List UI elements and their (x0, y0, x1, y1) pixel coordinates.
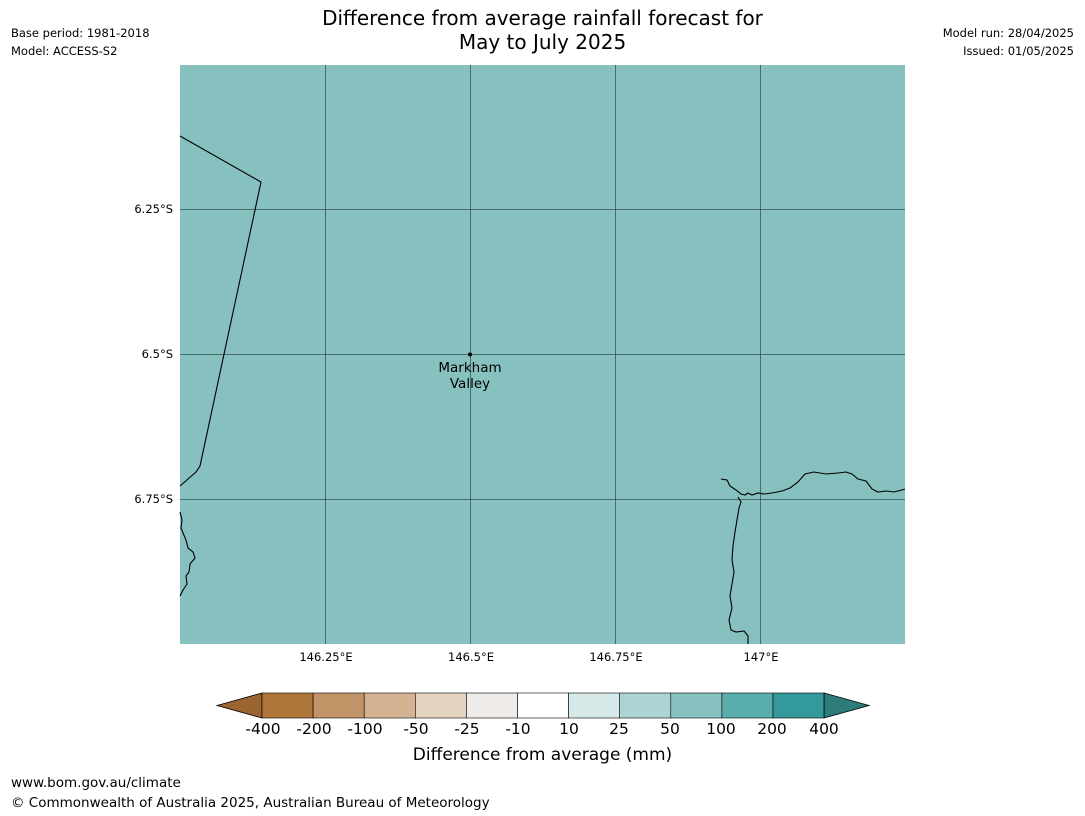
meta-right: Model run: 28/04/2025 Issued: 01/05/2025 (943, 24, 1074, 60)
colorbar-tick-label: -400 (245, 720, 281, 738)
colorbar-title: Difference from average (mm) (412, 745, 673, 765)
colorbar-tick-label: -10 (505, 720, 531, 738)
issued-text: Issued: 01/05/2025 (963, 44, 1074, 58)
colorbar-tick-label: 10 (559, 720, 579, 738)
colorbar-segment (312, 692, 365, 719)
colorbar-tick-label: 25 (609, 720, 629, 738)
coastline-river-mouth (728, 496, 749, 644)
colorbar-tick-label: 100 (706, 720, 736, 738)
chart-title: Difference from average rainfall forecas… (0, 6, 1085, 54)
lon-label-146.75: 146.75°E (589, 650, 643, 664)
model-run-text: Model run: 28/04/2025 (942, 26, 1074, 40)
lat-label-6.75: 6.75°S (134, 492, 173, 506)
colorbar-segment (568, 692, 620, 719)
coastline-west (179, 511, 196, 597)
place-label-markham-valley: Markham Valley (420, 360, 520, 392)
lat-label-6.25: 6.25°S (134, 202, 173, 216)
colorbar-segment (363, 692, 416, 719)
coastline-east (720, 471, 906, 496)
colorbar-segment (466, 692, 518, 719)
place-name-line-1: Markham (438, 360, 502, 376)
colorbar-tick-label: 200 (757, 720, 787, 738)
lon-label-147: 147°E (743, 650, 779, 664)
colorbar-segment (517, 692, 569, 719)
colorbar-segment (670, 692, 723, 719)
colorbar-segment (619, 692, 672, 719)
colorbar-segment (772, 692, 825, 719)
colorbar-tick-label: -200 (296, 720, 332, 738)
title-line-2: May to July 2025 (458, 30, 627, 54)
lon-label-146.5: 146.5°E (448, 650, 494, 664)
colorbar-tick-label: -100 (347, 720, 383, 738)
base-period-text: Base period: 1981-2018 (11, 26, 150, 40)
place-name-line-2: Valley (449, 376, 491, 392)
place-marker-dot (468, 352, 472, 357)
colorbar-segment (414, 692, 467, 719)
colorbar-segment (261, 692, 314, 719)
colorbar-segment (721, 692, 774, 719)
colorbar (215, 692, 871, 719)
colorbar-extend-low (215, 692, 263, 719)
colorbar-tick-label: -50 (403, 720, 429, 738)
province-boundary (179, 135, 262, 487)
lat-label-6.5: 6.5°S (141, 347, 173, 361)
coastlines (179, 135, 906, 644)
footer-url: www.bom.gov.au/climate (11, 775, 181, 791)
colorbar-extend-high (823, 692, 871, 719)
title-line-1: Difference from average rainfall forecas… (322, 6, 763, 30)
model-text: Model: ACCESS-S2 (11, 44, 118, 58)
colorbar-tick-label: 50 (660, 720, 680, 738)
colorbar-tick-label: 400 (809, 720, 839, 738)
lon-label-146.25: 146.25°E (299, 650, 353, 664)
meta-left: Base period: 1981-2018 Model: ACCESS-S2 (11, 24, 150, 60)
colorbar-tick-label: -25 (454, 720, 480, 738)
footer-copyright: © Commonwealth of Australia 2025, Austra… (11, 795, 490, 811)
